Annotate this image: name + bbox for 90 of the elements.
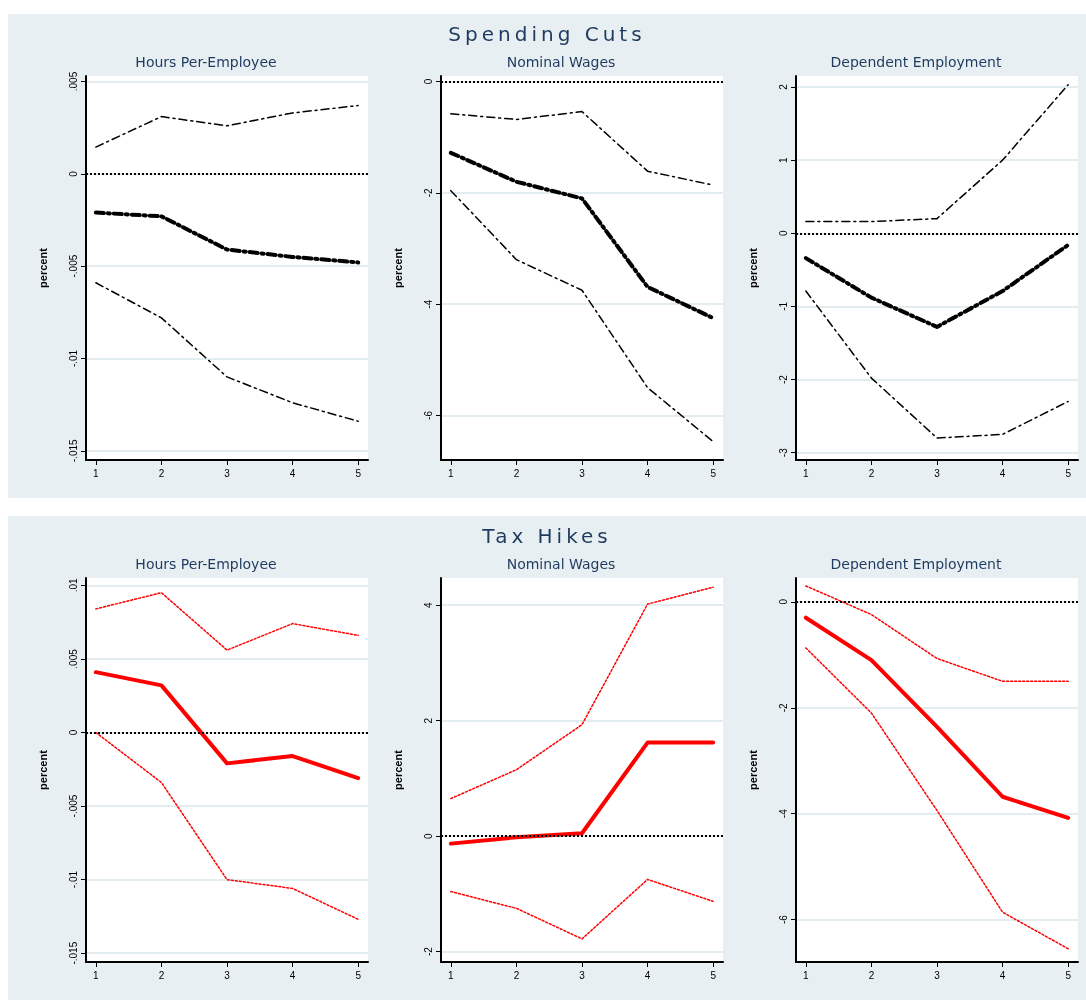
y-tick-label: -2 <box>422 946 434 957</box>
y-tick-label: -.005 <box>67 794 79 818</box>
line-series <box>450 189 714 443</box>
x-tick-label: 1 <box>93 467 100 479</box>
y-tick-label: -2 <box>422 187 434 198</box>
x-tick-label: 1 <box>448 467 455 479</box>
y-tick-label: -1 <box>777 301 789 311</box>
line-series <box>450 878 714 940</box>
y-tick-label: -2 <box>777 702 789 713</box>
y-tick-label: -.01 <box>67 349 79 368</box>
x-tick-label: 4 <box>999 969 1006 981</box>
line-series <box>805 647 1069 950</box>
line-series <box>805 585 1069 683</box>
x-tick-label: 1 <box>803 969 810 981</box>
y-axis-title: percent <box>36 749 49 790</box>
y-tick-label: -2 <box>777 374 789 384</box>
line-series <box>93 210 361 265</box>
y-tick-label: 0 <box>67 170 79 177</box>
chart-title: Hours Per-Employee <box>135 54 277 70</box>
y-tick-label: -6 <box>422 410 434 420</box>
x-tick-label: 3 <box>224 969 231 981</box>
x-tick-label: 4 <box>999 467 1006 479</box>
x-tick-label: 1 <box>803 467 810 479</box>
x-tick-label: 3 <box>934 969 941 981</box>
line-series <box>803 615 1071 820</box>
y-axis-title: percent <box>746 247 759 288</box>
y-tick-label: -.015 <box>67 941 79 965</box>
chart-title: Dependent Employment <box>830 556 1002 572</box>
line-series <box>805 84 1069 223</box>
x-tick-label: 3 <box>224 467 231 479</box>
y-tick-label: 0 <box>422 78 434 85</box>
y-tick-label: .005 <box>67 648 79 669</box>
x-tick-label: 4 <box>644 969 651 981</box>
line-series <box>93 670 361 781</box>
line-series <box>448 740 716 846</box>
y-tick-label: -.005 <box>67 254 79 278</box>
chart-title: Nominal Wages <box>506 54 616 70</box>
x-tick-label: 4 <box>644 467 651 479</box>
x-tick-label: 2 <box>158 467 165 479</box>
x-tick-label: 3 <box>579 467 586 479</box>
y-tick-label: -.015 <box>67 438 79 463</box>
y-tick-label: 0 <box>67 729 79 736</box>
x-tick-label: 2 <box>868 969 875 981</box>
y-tick-label: -6 <box>777 914 789 925</box>
x-tick-label: 5 <box>355 467 362 479</box>
x-tick-label: 5 <box>355 969 362 981</box>
line-series <box>95 104 359 148</box>
chart-title: Hours Per-Employee <box>135 556 277 572</box>
x-tick-label: 5 <box>710 467 717 479</box>
y-tick-label: 0 <box>777 598 789 605</box>
x-tick-label: 1 <box>448 969 455 981</box>
x-tick-label: 4 <box>289 467 296 479</box>
y-tick-label: 2 <box>777 83 789 90</box>
x-tick-label: 5 <box>1065 969 1072 981</box>
line-series <box>95 591 359 651</box>
y-axis-title: percent <box>746 749 759 790</box>
y-tick-label: 0 <box>422 832 434 839</box>
y-tick-label: .005 <box>67 71 79 92</box>
y-tick-label: -4 <box>422 299 434 309</box>
x-tick-label: 3 <box>934 467 941 479</box>
line-series <box>805 290 1069 439</box>
x-tick-label: 3 <box>579 969 586 981</box>
y-axis-title: percent <box>36 247 49 288</box>
y-axis-title: percent <box>391 247 404 288</box>
y-tick-label: -.01 <box>67 870 79 889</box>
x-tick-label: 5 <box>1065 467 1072 479</box>
y-tick-label: 4 <box>422 601 434 608</box>
y-tick-label: -3 <box>777 447 789 458</box>
line-series <box>448 150 716 321</box>
line-series <box>803 242 1071 329</box>
line-series <box>450 586 714 800</box>
chart-subtitle: Tax Hikes <box>481 524 613 548</box>
line-series <box>95 282 359 422</box>
y-tick-label: 1 <box>777 156 789 163</box>
x-tick-label: 2 <box>513 467 520 479</box>
x-tick-label: 2 <box>868 467 875 479</box>
chart-title: Dependent Employment <box>830 54 1002 70</box>
chart-subtitle: Spending Cuts <box>447 22 647 46</box>
chart-title: Nominal Wages <box>506 556 616 572</box>
x-tick-label: 1 <box>93 969 100 981</box>
y-tick-label: .01 <box>67 577 79 593</box>
y-tick-label: 0 <box>777 230 789 237</box>
x-tick-label: 5 <box>710 969 717 981</box>
y-tick-label: 2 <box>422 717 434 724</box>
x-tick-label: 4 <box>289 969 296 981</box>
y-axis-title: percent <box>391 749 404 790</box>
x-tick-label: 2 <box>158 969 165 981</box>
x-tick-label: 2 <box>513 969 520 981</box>
y-tick-label: -4 <box>777 808 789 819</box>
line-series <box>95 731 359 921</box>
